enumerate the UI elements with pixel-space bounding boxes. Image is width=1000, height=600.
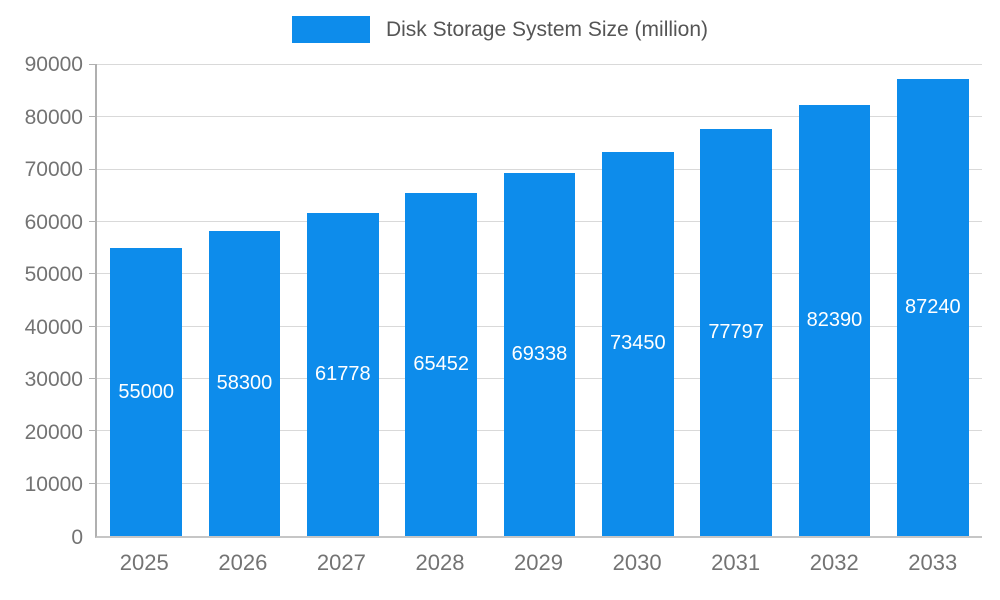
x-tick-label-2025: 2025 [119,550,169,575]
gridline [97,116,982,118]
y-tick-label: 30000 [24,368,83,392]
y-tick-mark [89,64,97,65]
legend-label: Disk Storage System Size (million) [385,17,709,41]
x-tick-label-2029: 2029 [514,550,563,575]
legend[interactable]: Disk Storage System Size (million) [0,16,1000,43]
bar-value-label: 82390 [806,308,863,331]
bar-value-label: 61778 [315,362,371,385]
bar-2031[interactable]: 77797 [700,128,773,536]
x-tick-label-2028: 2028 [415,550,465,575]
y-tick-label: 80000 [24,105,83,129]
bar-slot: 69338 [490,65,588,536]
x-tick-label-2031: 2031 [711,550,761,575]
x-tick-label-2032: 2032 [809,550,859,575]
gridline [97,168,982,170]
bar-slot: 87240 [884,65,982,536]
y-tick-mark [89,325,97,327]
plot-wrap: 55000 58300 61778 65452 69338 73450 77797 82390… [25,53,982,575]
bar-slot: 77797 [687,65,785,536]
y-tick-mark [89,221,97,223]
bar-2028[interactable]: 65452 [405,193,478,536]
y-tick-mark [89,378,97,380]
bar-2027[interactable]: 61778 [306,212,379,536]
x-tick-label-2030: 2030 [612,550,662,575]
bar-2032[interactable]: 82390 [798,104,871,536]
bar-value-label: 73450 [609,332,666,355]
gridline [97,64,982,65]
y-tick-mark [89,116,97,118]
y-tick-mark [89,482,97,484]
x-axis: 2025 2026 2027 2028 2029 2030 2031 2032 2033 [95,550,982,576]
x-tick-label-2033: 2033 [908,550,958,575]
y-tick-mark [89,273,97,275]
y-tick-label: 70000 [24,158,83,182]
bar-slot: 58300 [195,65,293,536]
y-tick-mark [89,430,97,432]
bar-2025[interactable]: 55000 [110,248,183,536]
bar-value-label: 65452 [413,353,469,376]
y-tick-mark [89,168,97,170]
bar-2029[interactable]: 69338 [503,173,576,536]
bar-value-label: 87240 [904,296,961,319]
bar-2030[interactable]: 73450 [601,151,674,536]
bar-slot: 55000 [97,65,195,536]
y-tick-label: 10000 [24,473,83,497]
bar-slot: 73450 [589,65,687,536]
y-axis: 0 10000 20000 30000 40000 50000 60000 70000 8000… [3,53,83,549]
y-tick-label: 60000 [24,210,83,234]
bar-slot: 61778 [294,65,392,536]
bar-slot: 65452 [392,65,490,536]
x-tick-label-2026: 2026 [218,550,268,575]
bar-2033[interactable]: 87240 [896,79,969,536]
bar-value-label: 55000 [118,380,174,403]
x-tick-label-2027: 2027 [316,550,366,575]
y-tick-label: 0 [71,526,83,549]
y-tick-label: 50000 [24,263,83,287]
bar-value-label: 58300 [216,371,273,394]
bar-value-label: 77797 [708,320,764,343]
bar-slot: 82390 [785,65,883,536]
plot-area: 55000 58300 61778 65452 69338 73450 77797 82390… [89,64,982,538]
y-tick-label: 90000 [24,53,83,76]
bar-2026[interactable]: 58300 [208,230,281,536]
bar-value-label: 69338 [511,343,568,366]
legend-swatch-icon [291,16,370,43]
y-tick-label: 20000 [24,420,83,444]
y-tick-label: 40000 [24,315,83,339]
